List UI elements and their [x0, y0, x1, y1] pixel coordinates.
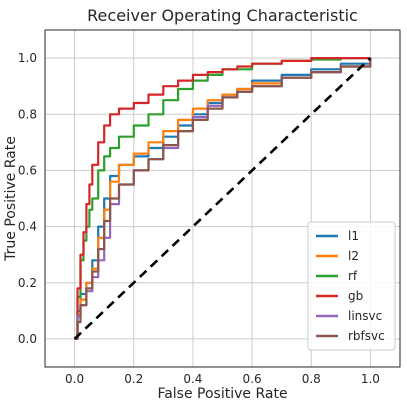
x-axis-label: False Positive Rate: [157, 386, 287, 402]
legend-label-rbfsvc: rbfsvc: [348, 329, 385, 343]
series-lines: [74, 57, 372, 340]
legend-label-l2: l2: [348, 249, 359, 263]
legend: l1 l2 rf gb linsvc rbfsvc: [307, 221, 396, 351]
y-tick-label: 0.4: [18, 220, 37, 234]
legend-label-rf: rf: [348, 269, 358, 283]
chance-diagonal: [73, 57, 372, 340]
y-axis-label: True Positive Rate: [3, 136, 19, 262]
x-tick-label: 0.8: [302, 372, 321, 386]
legend-label-linsvc: linsvc: [348, 309, 382, 323]
y-tick-label: 0.8: [18, 107, 37, 121]
plot-area: [44, 29, 401, 368]
x-tick-label: 1.0: [361, 372, 380, 386]
x-tick-label: 0.0: [65, 372, 84, 386]
series-line-rbfsvc: [74, 58, 372, 340]
y-tick-label: 0.2: [18, 276, 37, 290]
y-tick-label: 1.0: [18, 51, 37, 65]
series-line-gb: [74, 57, 371, 340]
x-tick-label: 0.4: [183, 372, 202, 386]
y-axis-ticks: 0.0 0.2 0.4 0.6 0.8 1.0: [18, 51, 37, 346]
y-tick-label: 0.0: [18, 332, 37, 346]
x-axis-ticks: 0.0 0.2 0.4 0.6 0.8 1.0: [65, 372, 380, 386]
x-tick-label: 0.2: [124, 372, 143, 386]
legend-label-l1: l1: [348, 229, 359, 243]
legend-box: [307, 221, 396, 351]
legend-label-gb: gb: [348, 289, 363, 303]
chart-title: Receiver Operating Characteristic: [87, 6, 358, 25]
x-tick-label: 0.6: [243, 372, 262, 386]
y-tick-label: 0.6: [18, 163, 37, 177]
